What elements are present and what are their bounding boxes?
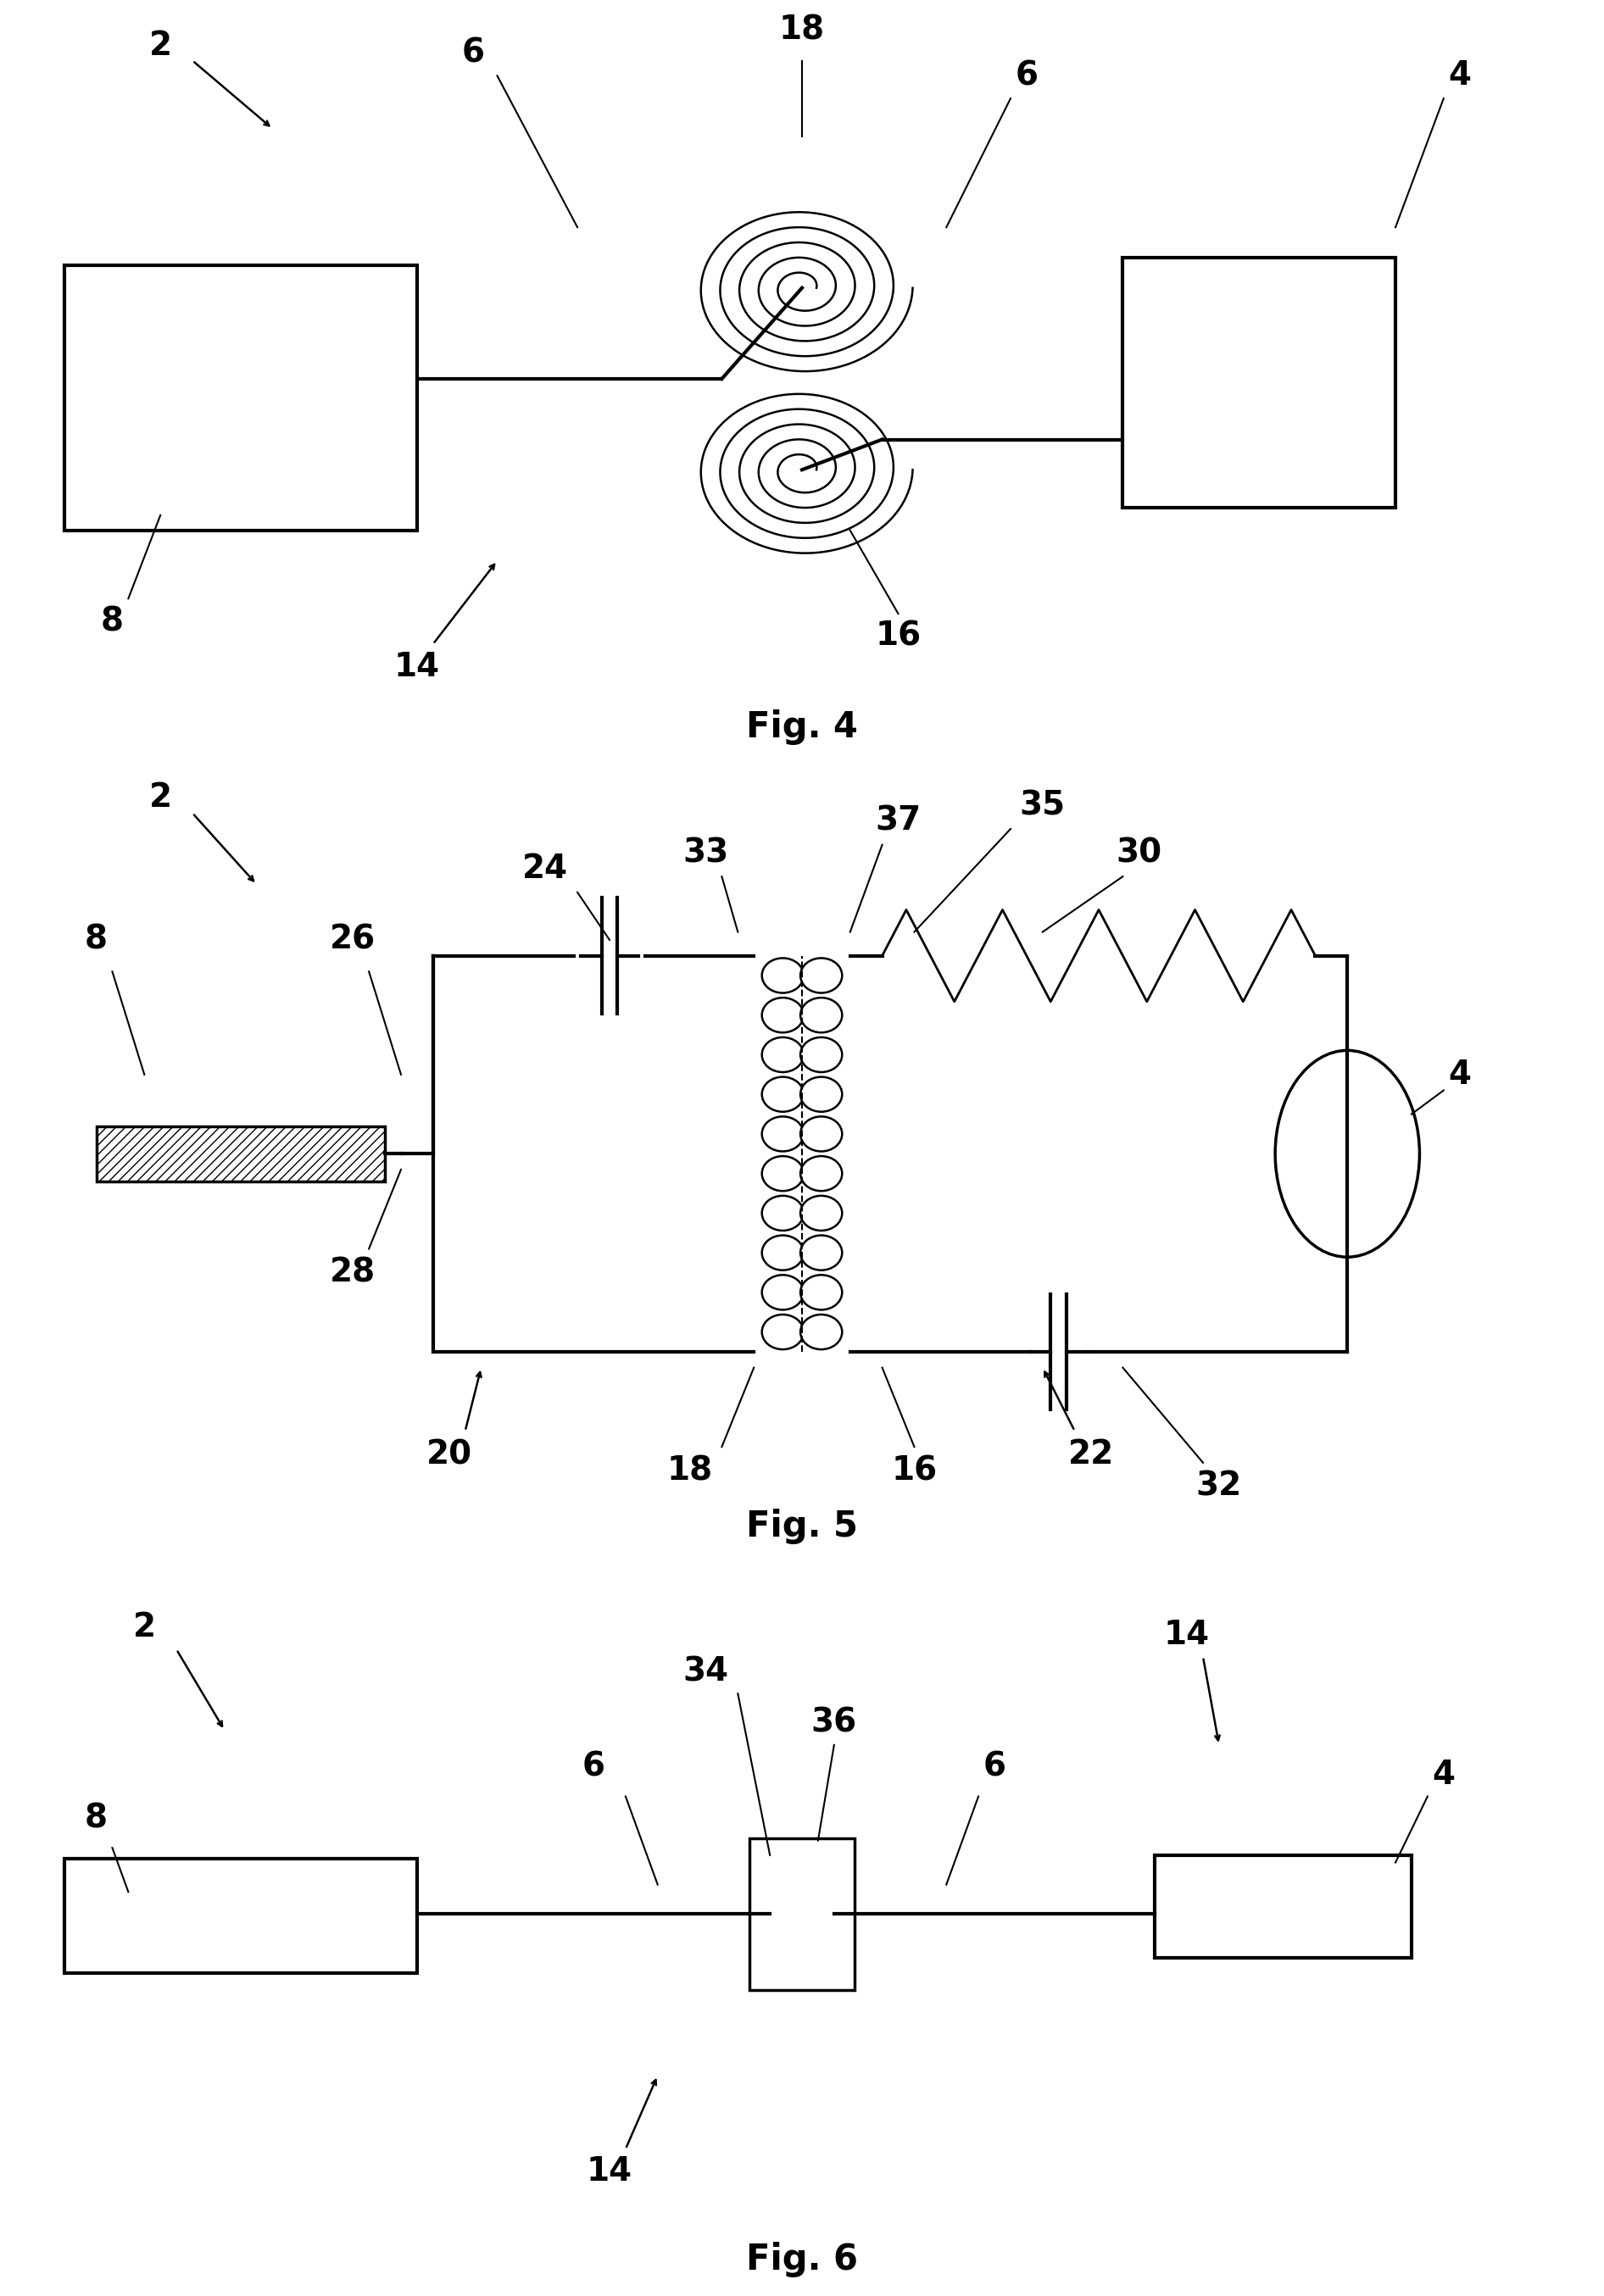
Text: 26: 26	[330, 923, 375, 955]
Text: 8: 8	[85, 923, 107, 955]
Text: 16: 16	[892, 1453, 937, 1488]
Bar	[749, 1839, 855, 1991]
Text: 36: 36	[812, 1706, 857, 1738]
Ellipse shape	[762, 1196, 804, 1231]
Ellipse shape	[800, 1038, 842, 1072]
Bar	[96, 1125, 385, 1182]
Text: 24: 24	[523, 852, 568, 884]
Text: 22: 22	[1068, 1440, 1113, 1472]
Text: 2: 2	[149, 30, 172, 62]
Text: Fig. 6: Fig. 6	[746, 2241, 858, 2278]
Text: 28: 28	[330, 1256, 375, 1288]
Ellipse shape	[762, 1274, 804, 1309]
Text: 18: 18	[780, 14, 824, 46]
Text: 14: 14	[395, 650, 439, 682]
Ellipse shape	[800, 1077, 842, 1111]
Text: 37: 37	[876, 806, 921, 838]
Text: Fig. 5: Fig. 5	[746, 1508, 858, 1543]
Text: 14: 14	[587, 2156, 632, 2188]
Text: 2: 2	[149, 781, 172, 813]
Bar	[1155, 1855, 1412, 1958]
Ellipse shape	[800, 1116, 842, 1150]
Text: 8: 8	[85, 1802, 107, 1835]
Text: 34: 34	[683, 1655, 728, 1688]
Text: 18: 18	[667, 1453, 712, 1488]
Ellipse shape	[800, 1235, 842, 1270]
Ellipse shape	[762, 1077, 804, 1111]
Ellipse shape	[762, 1235, 804, 1270]
Ellipse shape	[800, 1157, 842, 1192]
Ellipse shape	[762, 1316, 804, 1350]
Text: 8: 8	[101, 606, 124, 638]
Text: 20: 20	[427, 1440, 472, 1472]
Ellipse shape	[800, 957, 842, 992]
Ellipse shape	[762, 1038, 804, 1072]
Text: 6: 6	[1015, 60, 1038, 92]
Text: 6: 6	[462, 37, 484, 69]
Text: 33: 33	[683, 836, 728, 868]
Ellipse shape	[762, 1157, 804, 1192]
Text: 32: 32	[1197, 1469, 1241, 1502]
Text: 35: 35	[1020, 790, 1065, 822]
Ellipse shape	[762, 1116, 804, 1150]
Ellipse shape	[762, 957, 804, 992]
Ellipse shape	[762, 999, 804, 1033]
Text: 2: 2	[133, 1612, 156, 1644]
Text: 6: 6	[582, 1752, 605, 1784]
Text: 4: 4	[1432, 1759, 1455, 1791]
Circle shape	[1275, 1052, 1420, 1258]
Ellipse shape	[800, 999, 842, 1033]
Text: 14: 14	[1165, 1619, 1209, 1651]
Ellipse shape	[800, 1274, 842, 1309]
Text: 16: 16	[876, 620, 921, 652]
Bar	[64, 264, 417, 530]
Text: Fig. 4: Fig. 4	[746, 709, 858, 746]
Text: 4: 4	[1448, 1058, 1471, 1091]
Bar	[64, 1860, 417, 1972]
Text: 6: 6	[983, 1752, 1006, 1784]
Ellipse shape	[800, 1196, 842, 1231]
Ellipse shape	[800, 1316, 842, 1350]
Text: 4: 4	[1448, 60, 1471, 92]
Bar	[1123, 257, 1395, 507]
Text: 30: 30	[1116, 836, 1161, 868]
